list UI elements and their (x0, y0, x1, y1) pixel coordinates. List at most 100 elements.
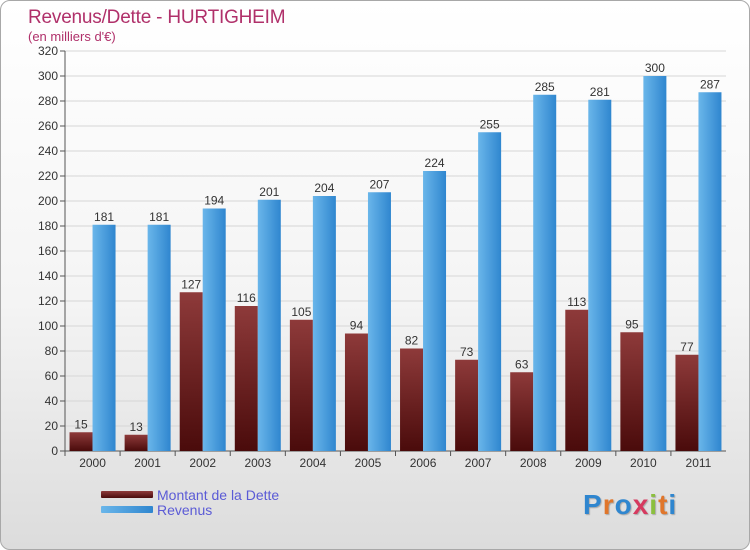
x-tick-label: 2002 (189, 456, 216, 470)
x-tick-label: 2011 (686, 456, 712, 470)
x-tick-label: 2005 (355, 456, 382, 470)
y-tick-label: 80 (45, 344, 59, 358)
value-label-revenus: 204 (314, 181, 334, 195)
grid-lines (65, 50, 726, 427)
value-label-revenus: 201 (259, 185, 279, 199)
bar-dette (455, 359, 479, 451)
logo-letter: i (668, 489, 678, 520)
x-tick-label: 2003 (244, 456, 271, 470)
y-tick-label: 320 (38, 44, 58, 58)
bar-revenus (312, 196, 336, 451)
value-label-dette: 127 (181, 277, 201, 291)
bar-revenus (367, 192, 391, 451)
value-label-dette: 95 (625, 317, 639, 331)
value-label-revenus: 285 (535, 80, 555, 94)
value-label-revenus: 181 (94, 210, 114, 224)
y-tick-label: 180 (38, 219, 58, 233)
value-label-revenus: 224 (425, 156, 445, 170)
bar-revenus (257, 199, 281, 451)
x-tick-label: 2000 (79, 456, 106, 470)
value-label-revenus: 281 (590, 85, 610, 99)
legend-swatch-dette (101, 491, 153, 498)
chart-subtitle: (en milliers d'€) (28, 29, 116, 44)
value-label-revenus: 194 (204, 194, 224, 208)
x-tick-label: 2001 (134, 456, 161, 470)
legend-label-dette: Montant de la Dette (157, 486, 280, 503)
y-tick-label: 200 (38, 194, 58, 208)
y-tick-label: 240 (38, 144, 58, 158)
y-tick-label: 300 (38, 69, 58, 83)
y-tick-label: 20 (45, 419, 59, 433)
logo-letter: P (583, 489, 603, 520)
y-tick-label: 140 (38, 269, 58, 283)
value-label-dette: 105 (291, 305, 311, 319)
y-tick-label: 160 (38, 244, 58, 258)
bar-revenus (533, 94, 557, 451)
value-label-dette: 113 (567, 295, 586, 309)
bar-revenus (643, 76, 667, 451)
legend: Montant de la Dette Revenus (101, 486, 280, 518)
bar-revenus (588, 99, 612, 451)
logo-letter: o (614, 489, 633, 520)
x-tick-label: 2008 (520, 456, 547, 470)
value-label-dette: 15 (74, 417, 88, 431)
y-tick-label: 220 (38, 169, 58, 183)
logo-letter: x (632, 489, 650, 520)
y-tick-label: 100 (38, 319, 58, 333)
y-tick-label: 40 (45, 394, 59, 408)
bar-revenus (698, 92, 722, 451)
value-label-revenus: 181 (149, 210, 169, 224)
y-tick-label: 280 (38, 94, 58, 108)
x-tick-label: 2006 (410, 456, 437, 470)
bar-dette (400, 348, 424, 451)
value-label-dette: 13 (129, 420, 143, 434)
logo-letter: t (658, 489, 669, 520)
value-label-dette: 73 (460, 345, 474, 359)
logo-letter: r (602, 489, 615, 520)
x-tick-label: 2004 (300, 456, 327, 470)
x-tick-label: 2010 (630, 456, 657, 470)
axes: 0 20 40 60 80 100 120 140 160 180 200 220 240 260 280 3… (38, 44, 726, 470)
bar-revenus (147, 224, 171, 451)
x-tick-label: 2007 (465, 456, 492, 470)
legend-item-dette: Montant de la Dette (101, 486, 280, 503)
bar-dette (234, 306, 258, 451)
y-tick-label: 60 (45, 369, 59, 383)
legend-label-revenus: Revenus (157, 501, 213, 518)
bar-revenus (423, 171, 447, 451)
bar-revenus (478, 132, 502, 451)
bar-dette (675, 354, 699, 451)
bar-dette (510, 372, 534, 451)
bar-dette (289, 319, 313, 451)
y-tick-label: 260 (38, 119, 58, 133)
legend-swatch-revenus (101, 506, 153, 513)
value-label-revenus: 287 (700, 77, 720, 91)
bar-dette (69, 432, 93, 451)
bar-dette (179, 292, 203, 451)
bar-revenus (92, 224, 116, 451)
logo-letter: i (649, 489, 659, 520)
value-labels: 15 181 13 181 127 194 116 201 105 204 94 207 82 224 73… (74, 61, 720, 434)
value-label-revenus: 300 (645, 61, 665, 75)
legend-item-revenus: Revenus (101, 501, 279, 518)
bars (69, 76, 722, 451)
value-label-revenus: 207 (369, 177, 389, 191)
value-label-dette: 82 (405, 334, 419, 348)
bar-dette (124, 434, 148, 451)
bar-revenus (202, 208, 226, 451)
y-tick-label: 0 (51, 444, 58, 458)
value-label-revenus: 255 (480, 117, 500, 131)
value-label-dette: 77 (680, 340, 694, 354)
y-tick-label: 120 (38, 294, 58, 308)
bar-dette (344, 333, 368, 451)
value-label-dette: 116 (237, 291, 256, 305)
x-tick-label: 2009 (575, 456, 602, 470)
bar-dette (565, 309, 589, 451)
chart-title: Revenus/Dette - HURTIGHEIM (28, 7, 286, 28)
value-label-dette: 94 (350, 319, 364, 333)
bar-dette (620, 332, 644, 451)
value-label-dette: 63 (515, 357, 529, 371)
